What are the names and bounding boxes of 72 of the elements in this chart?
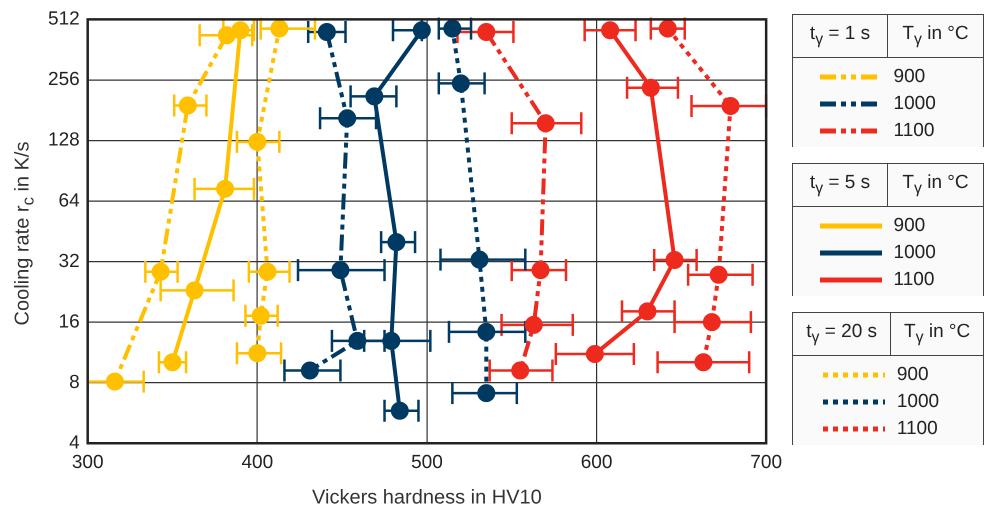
point	[231, 21, 250, 40]
point	[412, 21, 431, 40]
point	[658, 20, 677, 38]
y-tick-label: 64	[58, 190, 80, 212]
point	[178, 96, 197, 115]
point	[532, 261, 550, 280]
point	[666, 250, 684, 269]
legend-label: 1100	[888, 266, 984, 296]
point	[318, 23, 336, 42]
y-tick-label: 128	[48, 130, 80, 151]
text: t$_{γ}$ = 20 s	[792, 312, 891, 356]
x-tick-label: 400	[241, 452, 274, 473]
point	[536, 114, 555, 132]
point	[601, 21, 620, 40]
point	[186, 281, 204, 300]
point	[248, 344, 266, 362]
text: t$_{γ}$ = 1 s	[792, 14, 888, 58]
point	[382, 332, 400, 350]
point	[524, 316, 543, 334]
point	[365, 87, 384, 106]
point	[710, 266, 728, 284]
point	[348, 332, 366, 350]
legend-label: 1100	[888, 117, 984, 147]
point	[152, 262, 170, 281]
legend-label: 900	[888, 206, 984, 239]
point	[722, 96, 740, 115]
legend-label: 1000	[888, 90, 984, 117]
point	[248, 132, 266, 151]
point	[300, 361, 319, 380]
point	[642, 78, 660, 97]
y-tick-label: 4	[69, 432, 80, 454]
point	[694, 353, 712, 372]
x-tick-label: 300	[72, 452, 104, 473]
point	[511, 361, 530, 380]
point	[470, 250, 489, 269]
point	[270, 20, 288, 38]
point	[216, 180, 234, 198]
point	[452, 74, 470, 92]
point	[164, 353, 182, 372]
y-tick-label: 32	[58, 250, 80, 272]
point	[331, 261, 350, 280]
point	[477, 322, 496, 341]
point	[477, 23, 496, 42]
text: t$_{γ}$ = 5 s	[792, 164, 888, 206]
point	[586, 345, 604, 364]
y-tick-label: 512	[48, 8, 80, 30]
point	[702, 313, 721, 332]
y-tick-label: 256	[48, 69, 80, 90]
text: T$_{γ}$ in °C	[888, 14, 984, 58]
legend-label: 1000	[890, 388, 984, 415]
y-tick-label: 16	[58, 311, 80, 332]
legend-label: 1000	[888, 239, 984, 266]
legend-label: 900	[890, 356, 984, 388]
point	[218, 26, 236, 44]
point	[390, 402, 409, 420]
point	[338, 109, 356, 128]
x-tick-label: 500	[411, 452, 443, 473]
text: T$_{γ}$ in °C	[888, 164, 984, 206]
point	[477, 384, 496, 402]
point	[106, 372, 124, 391]
x-tick-label: 600	[580, 452, 612, 473]
point	[638, 302, 656, 320]
y-tick-label: 8	[69, 372, 80, 393]
point	[258, 262, 276, 281]
text: T$_{γ}$ in °C	[890, 312, 984, 356]
point	[252, 306, 270, 325]
point	[443, 20, 462, 38]
x-tick-label: 700	[750, 452, 782, 473]
legend-label: 1100	[890, 415, 984, 445]
legend-label: 900	[888, 58, 984, 90]
x-axis-title: Vickers hardness in HV10	[312, 486, 542, 509]
point	[387, 233, 406, 252]
